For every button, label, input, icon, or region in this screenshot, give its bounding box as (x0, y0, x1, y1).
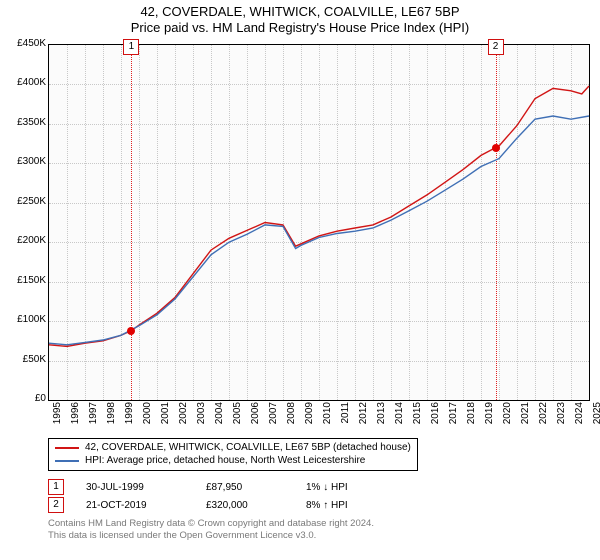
title-address: 42, COVERDALE, WHITWICK, COALVILLE, LE67… (0, 4, 600, 20)
x-tick-label: 1997 (88, 402, 99, 432)
transaction-delta: 1% ↓ HPI (306, 482, 426, 493)
x-tick-label: 2008 (286, 402, 297, 432)
legend: 42, COVERDALE, WHITWICK, COALVILLE, LE67… (48, 438, 588, 471)
transaction-row: 1 30-JUL-1999£87,9501% ↓ HPI (48, 478, 426, 496)
y-tick-label: £200K (2, 235, 46, 246)
transaction-delta: 8% ↑ HPI (306, 500, 426, 511)
series-line (49, 116, 589, 345)
legend-swatch (55, 460, 79, 462)
x-tick-label: 2021 (520, 402, 531, 432)
y-tick-label: £0 (2, 393, 46, 404)
footnote: Contains HM Land Registry data © Crown c… (48, 518, 374, 542)
transaction-price: £320,000 (206, 500, 306, 511)
chart-series-svg (49, 45, 589, 400)
legend-label: HPI: Average price, detached house, Nort… (85, 455, 365, 468)
legend-row: 42, COVERDALE, WHITWICK, COALVILLE, LE67… (55, 442, 411, 455)
footnote-line1: Contains HM Land Registry data © Crown c… (48, 518, 374, 530)
x-tick-label: 2013 (376, 402, 387, 432)
x-tick-label: 2005 (232, 402, 243, 432)
x-tick-label: 2015 (412, 402, 423, 432)
chart-container: 42, COVERDALE, WHITWICK, COALVILLE, LE67… (0, 0, 600, 560)
x-tick-label: 2023 (556, 402, 567, 432)
transaction-date: 30-JUL-1999 (86, 482, 206, 493)
chart-plot-area: 12 (48, 44, 590, 401)
title-subtitle: Price paid vs. HM Land Registry's House … (0, 20, 600, 36)
series-line (49, 86, 589, 346)
transactions-table: 1 30-JUL-1999£87,9501% ↓ HPI 2 21-OCT-2019£… (48, 478, 426, 514)
event-badge: 1 (123, 39, 139, 55)
y-tick-label: £300K (2, 156, 46, 167)
chart-titles: 42, COVERDALE, WHITWICK, COALVILLE, LE67… (0, 0, 600, 37)
x-tick-label: 2009 (304, 402, 315, 432)
footnote-line2: This data is licensed under the Open Gov… (48, 530, 374, 542)
x-tick-label: 2020 (502, 402, 513, 432)
x-tick-label: 2007 (268, 402, 279, 432)
x-tick-label: 2003 (196, 402, 207, 432)
x-tick-label: 2025 (592, 402, 600, 432)
x-tick-label: 2019 (484, 402, 495, 432)
x-tick-label: 2002 (178, 402, 189, 432)
x-tick-label: 2006 (250, 402, 261, 432)
x-tick-label: 2000 (142, 402, 153, 432)
x-tick-label: 1998 (106, 402, 117, 432)
event-badge: 2 (488, 39, 504, 55)
event-marker-dot (127, 327, 135, 335)
y-tick-label: £250K (2, 196, 46, 207)
event-marker-dot (492, 144, 500, 152)
transaction-badge: 1 (48, 479, 64, 495)
x-tick-label: 1995 (52, 402, 63, 432)
x-tick-label: 2010 (322, 402, 333, 432)
y-tick-label: £400K (2, 77, 46, 88)
x-tick-label: 1996 (70, 402, 81, 432)
y-tick-label: £450K (2, 38, 46, 49)
x-tick-label: 2001 (160, 402, 171, 432)
x-tick-label: 2017 (448, 402, 459, 432)
transaction-date: 21-OCT-2019 (86, 500, 206, 511)
transaction-price: £87,950 (206, 482, 306, 493)
x-tick-label: 2024 (574, 402, 585, 432)
x-tick-label: 2022 (538, 402, 549, 432)
transaction-row: 2 21-OCT-2019£320,0008% ↑ HPI (48, 496, 426, 514)
y-tick-label: £50K (2, 354, 46, 365)
legend-box: 42, COVERDALE, WHITWICK, COALVILLE, LE67… (48, 438, 418, 471)
y-tick-label: £350K (2, 117, 46, 128)
y-tick-label: £100K (2, 314, 46, 325)
legend-label: 42, COVERDALE, WHITWICK, COALVILLE, LE67… (85, 442, 411, 455)
x-tick-label: 2011 (340, 402, 351, 432)
x-tick-label: 2014 (394, 402, 405, 432)
x-tick-label: 2016 (430, 402, 441, 432)
legend-row: HPI: Average price, detached house, Nort… (55, 455, 411, 468)
x-tick-label: 2004 (214, 402, 225, 432)
x-tick-label: 2012 (358, 402, 369, 432)
y-tick-label: £150K (2, 275, 46, 286)
transaction-badge: 2 (48, 497, 64, 513)
legend-swatch (55, 447, 79, 449)
x-tick-label: 2018 (466, 402, 477, 432)
x-tick-label: 1999 (124, 402, 135, 432)
